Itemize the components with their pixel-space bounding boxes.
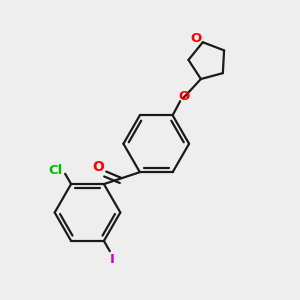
- Text: O: O: [178, 90, 190, 103]
- Text: I: I: [110, 253, 115, 266]
- Text: O: O: [92, 160, 104, 175]
- Text: Cl: Cl: [49, 164, 63, 177]
- Text: O: O: [190, 32, 202, 45]
